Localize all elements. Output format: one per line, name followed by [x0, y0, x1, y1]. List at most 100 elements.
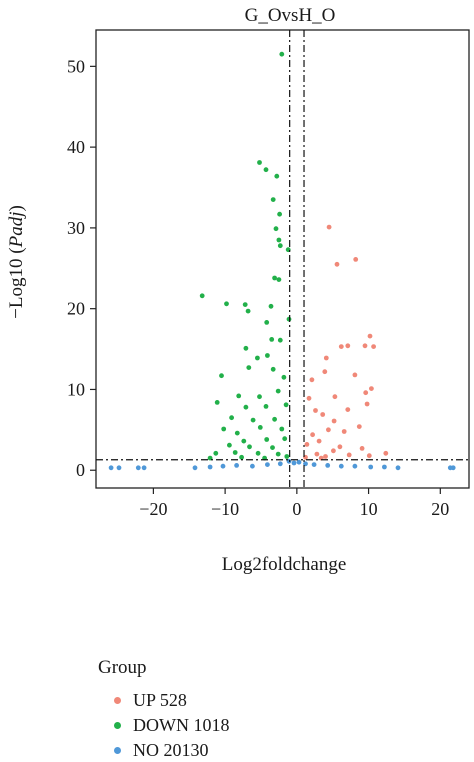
data-point — [234, 463, 240, 468]
data-point — [246, 365, 252, 370]
data-point — [283, 402, 289, 408]
y-axis-label-italic: Padj — [6, 212, 27, 249]
data-point — [234, 430, 240, 436]
x-tick-label: 10 — [360, 499, 378, 519]
series-0 — [303, 224, 389, 461]
data-point — [371, 344, 376, 349]
data-point — [270, 197, 276, 203]
data-point — [214, 400, 220, 405]
data-point — [338, 463, 344, 469]
x-axis-label: Log2foldchange — [222, 554, 347, 575]
points-layer — [108, 51, 456, 471]
data-point — [313, 408, 318, 413]
data-point — [366, 453, 372, 459]
data-point — [291, 460, 297, 466]
data-point — [316, 438, 322, 444]
y-tick-label: 30 — [67, 218, 85, 238]
data-point — [310, 432, 315, 438]
legend-dot-down — [114, 721, 121, 729]
data-point — [334, 261, 340, 267]
threshold-lines — [96, 30, 469, 488]
data-point — [331, 418, 337, 424]
data-point — [356, 424, 362, 429]
data-point — [264, 437, 270, 442]
volcano-plot: G_OvsH_O −20 −10 0 10 20 0 10 20 30 40 50 Log2fol… — [6, 5, 470, 575]
data-point — [369, 386, 374, 391]
data-point — [326, 427, 331, 433]
x-tick-label: 20 — [431, 499, 449, 519]
data-point — [269, 337, 275, 342]
data-point — [276, 237, 282, 243]
data-point — [323, 454, 328, 459]
data-point — [243, 404, 249, 410]
x-axis-ticks: −20 −10 0 10 20 — [139, 488, 449, 519]
data-point — [306, 395, 312, 401]
data-point — [323, 355, 329, 361]
data-point — [227, 442, 232, 448]
legend-dot-up — [114, 696, 121, 704]
data-point — [331, 448, 336, 454]
data-point — [242, 302, 248, 307]
legend-dot-no — [114, 746, 121, 754]
data-point — [245, 308, 251, 314]
data-point — [277, 337, 283, 343]
data-point — [320, 412, 326, 417]
data-point — [264, 320, 270, 325]
y-tick-label: 20 — [67, 299, 85, 319]
data-point — [332, 394, 338, 400]
data-point — [281, 374, 287, 380]
data-point — [277, 211, 282, 217]
data-point — [265, 462, 270, 467]
data-point — [364, 401, 370, 407]
data-point — [255, 355, 260, 361]
data-point — [273, 226, 279, 232]
series-1 — [199, 51, 292, 461]
legend-label-down: DOWN 1018 — [133, 714, 230, 735]
data-point — [395, 465, 401, 471]
data-point — [199, 293, 205, 299]
data-point — [247, 444, 252, 450]
data-point — [239, 454, 245, 460]
data-point — [265, 353, 270, 358]
data-point — [279, 51, 285, 57]
x-tick-label: −10 — [211, 499, 239, 519]
data-point — [275, 388, 281, 394]
plot-frame — [95, 29, 470, 489]
y-tick-label: 10 — [67, 379, 85, 399]
chart-title: G_OvsH_O — [245, 5, 336, 26]
data-point — [277, 461, 283, 467]
y-tick-label: 50 — [67, 56, 85, 76]
data-point — [345, 343, 351, 349]
data-point — [341, 429, 347, 434]
data-point — [192, 465, 198, 471]
data-point — [359, 446, 365, 451]
data-point — [326, 224, 332, 230]
y-axis-ticks: 0 10 20 30 40 50 — [67, 56, 96, 480]
y-axis-label-prefix: −Log10 ( — [6, 247, 27, 318]
data-point — [284, 454, 290, 459]
data-point — [250, 417, 256, 423]
data-point — [282, 436, 288, 442]
data-point — [229, 415, 235, 421]
data-point — [314, 451, 320, 457]
legend-label-no: NO 20130 — [133, 739, 209, 760]
data-point — [346, 452, 352, 458]
data-point — [311, 462, 317, 467]
data-point — [255, 450, 261, 456]
x-tick-label: −20 — [139, 499, 167, 519]
data-point — [220, 463, 226, 469]
data-point — [219, 373, 224, 379]
data-point — [263, 404, 269, 409]
data-point — [236, 393, 242, 399]
legend-item-no: NO 20130 — [114, 738, 209, 762]
data-point — [241, 438, 247, 444]
data-point — [296, 459, 302, 465]
data-point — [309, 377, 315, 383]
data-point — [268, 303, 274, 309]
data-point — [108, 465, 114, 471]
data-point — [250, 463, 255, 469]
data-point — [286, 316, 292, 322]
y-tick-label: 40 — [67, 137, 85, 157]
data-point — [207, 464, 213, 470]
data-point — [272, 275, 277, 281]
